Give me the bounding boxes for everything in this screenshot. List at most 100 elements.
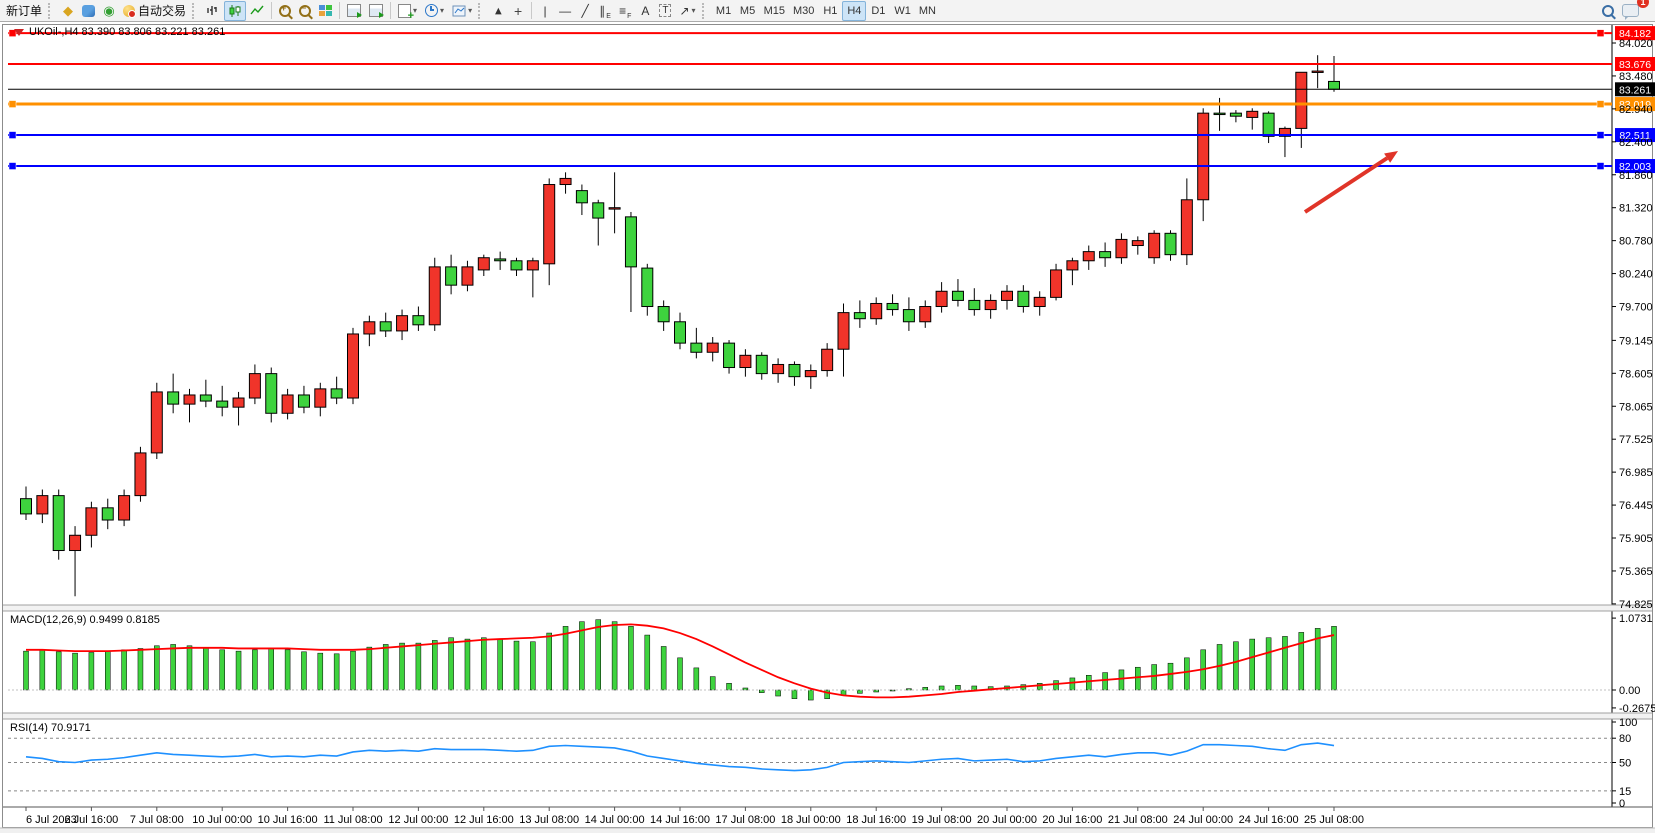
svg-text:77.525: 77.525 bbox=[1619, 434, 1653, 446]
candlestick-chart-button[interactable] bbox=[224, 0, 247, 21]
tf-button-M5[interactable]: M5 bbox=[736, 1, 760, 21]
chevron-down-icon: ▾ bbox=[691, 6, 696, 15]
fibonacci-button[interactable]: ≡ F bbox=[615, 1, 635, 21]
toolbar-grip bbox=[48, 2, 55, 19]
svg-text:76.985: 76.985 bbox=[1619, 467, 1653, 479]
svg-text:19 Jul 08:00: 19 Jul 08:00 bbox=[912, 814, 972, 826]
arrow-objects-button[interactable]: ↗ ▾ bbox=[675, 1, 699, 21]
channel-button[interactable]: ∥ E bbox=[595, 1, 615, 21]
svg-text:81.860: 81.860 bbox=[1619, 170, 1653, 182]
svg-text:12 Jul 00:00: 12 Jul 00:00 bbox=[388, 814, 448, 826]
svg-text:20 Jul 00:00: 20 Jul 00:00 bbox=[977, 814, 1037, 826]
tile-windows-button[interactable] bbox=[315, 1, 336, 21]
svg-text:79.700: 79.700 bbox=[1619, 302, 1653, 314]
svg-text:0.00: 0.00 bbox=[1619, 685, 1640, 697]
svg-text:15: 15 bbox=[1619, 786, 1631, 798]
trendline-button[interactable]: ╱ bbox=[575, 1, 595, 21]
periods-button[interactable]: ▾ bbox=[421, 1, 448, 21]
svg-text:6 Jul 2023: 6 Jul 2023 bbox=[26, 814, 77, 826]
svg-text:82.511: 82.511 bbox=[1619, 130, 1650, 142]
svg-text:-0.2675: -0.2675 bbox=[1619, 703, 1655, 715]
svg-text:78.065: 78.065 bbox=[1619, 401, 1653, 413]
channel-icon: ∥ bbox=[599, 3, 606, 18]
svg-text:80.240: 80.240 bbox=[1619, 269, 1653, 281]
zoom-out-button[interactable] bbox=[295, 1, 315, 21]
svg-text:14 Jul 16:00: 14 Jul 16:00 bbox=[650, 814, 710, 826]
chat-icon bbox=[1622, 4, 1639, 20]
svg-text:83.261: 83.261 bbox=[1619, 84, 1651, 96]
tf-button-M15[interactable]: M15 bbox=[760, 1, 789, 21]
new-order-button[interactable]: 新订单 bbox=[2, 1, 46, 21]
tf-button-H4[interactable]: H4 bbox=[842, 0, 867, 21]
community-icon bbox=[82, 4, 96, 17]
svg-text:79.145: 79.145 bbox=[1619, 335, 1653, 347]
svg-text:81.320: 81.320 bbox=[1619, 203, 1653, 215]
horizontal-line-button[interactable]: — bbox=[555, 1, 575, 21]
wallet-icon: ◆ bbox=[63, 3, 74, 18]
new-chart-button[interactable]: ▾ bbox=[394, 1, 421, 22]
svg-text:100: 100 bbox=[1619, 717, 1637, 729]
label-tool-button[interactable]: T bbox=[655, 1, 675, 21]
timeframe-toolbar: M1 M5 M15 M30 H1 H4 D1 W1 MN bbox=[712, 0, 940, 21]
svg-text:84.182: 84.182 bbox=[1619, 28, 1651, 40]
svg-text:17 Jul 08:00: 17 Jul 08:00 bbox=[715, 814, 775, 826]
tf-button-D1[interactable]: D1 bbox=[866, 1, 890, 21]
svg-text:12 Jul 16:00: 12 Jul 16:00 bbox=[454, 814, 514, 826]
bar-chart-button[interactable] bbox=[202, 1, 224, 21]
svg-text:50: 50 bbox=[1619, 758, 1631, 770]
toolbar-grip bbox=[192, 2, 199, 19]
label-icon: T bbox=[659, 4, 672, 17]
line-chart-button[interactable] bbox=[246, 1, 268, 21]
profiles-icon bbox=[347, 4, 363, 18]
svg-text:82.940: 82.940 bbox=[1619, 104, 1653, 116]
channel-sub-label: E bbox=[606, 12, 611, 20]
search-button[interactable] bbox=[1598, 1, 1618, 21]
tf-button-H1[interactable]: H1 bbox=[818, 1, 842, 21]
svg-text:80.780: 80.780 bbox=[1619, 236, 1653, 248]
signals-button[interactable]: ◉ bbox=[99, 1, 119, 21]
community-button[interactable] bbox=[78, 1, 99, 21]
shift-end-button[interactable] bbox=[365, 1, 387, 21]
zoom-in-button[interactable] bbox=[275, 1, 295, 21]
svg-text:83.019: 83.019 bbox=[1619, 99, 1651, 111]
zoom-out-icon bbox=[299, 3, 312, 17]
svg-text:1.0731: 1.0731 bbox=[1619, 613, 1653, 625]
fibonacci-icon: ≡ bbox=[619, 3, 627, 18]
new-chart-icon bbox=[398, 3, 414, 22]
notifications-button[interactable]: 1 bbox=[1618, 0, 1649, 21]
svg-text:7 Jul 08:00: 7 Jul 08:00 bbox=[130, 814, 184, 826]
vertical-line-icon: | bbox=[543, 3, 547, 18]
templates-button[interactable]: ▾ bbox=[448, 1, 476, 21]
vertical-line-button[interactable]: | bbox=[535, 1, 555, 21]
trendline-icon: ╱ bbox=[581, 3, 589, 18]
text-tool-button[interactable]: A bbox=[635, 1, 655, 21]
toolbar-separator bbox=[271, 2, 273, 19]
auto-trading-icon bbox=[123, 4, 137, 18]
arrow-objects-icon: ↗ bbox=[679, 3, 690, 18]
svg-text:10 Jul 16:00: 10 Jul 16:00 bbox=[258, 814, 318, 826]
tf-button-W1[interactable]: W1 bbox=[890, 1, 915, 21]
text-icon: A bbox=[641, 3, 650, 18]
search-icon bbox=[1602, 4, 1614, 17]
tf-button-M1[interactable]: M1 bbox=[712, 1, 736, 21]
profiles-button[interactable] bbox=[343, 1, 365, 21]
wallet-button[interactable]: ◆ bbox=[58, 1, 78, 21]
svg-text:84.020: 84.020 bbox=[1619, 38, 1653, 50]
chart-title-text: UKOil-,H4 83.390 83.806 83.221 83.261 bbox=[29, 26, 226, 38]
cursor-button[interactable]: ► bbox=[488, 1, 508, 21]
cursor-icon: ► bbox=[492, 5, 505, 16]
symbol-dropdown-icon[interactable] bbox=[14, 28, 24, 36]
chevron-down-icon: ▾ bbox=[468, 6, 473, 15]
svg-text:24 Jul 00:00: 24 Jul 00:00 bbox=[1173, 814, 1233, 826]
svg-text:83.480: 83.480 bbox=[1619, 71, 1653, 83]
auto-trading-label: 自动交易 bbox=[138, 4, 187, 18]
chart-canvas[interactable]: MACD(12,26,9) 0.9499 0.8185 RSI(14) 70.9… bbox=[0, 22, 1655, 833]
chevron-down-icon: ▾ bbox=[440, 6, 445, 15]
toolbar-separator bbox=[531, 2, 533, 19]
svg-text:76.445: 76.445 bbox=[1619, 500, 1653, 512]
chart-title: UKOil-,H4 83.390 83.806 83.221 83.261 bbox=[14, 26, 225, 38]
tf-button-MN[interactable]: MN bbox=[915, 1, 940, 21]
crosshair-button[interactable]: + bbox=[508, 1, 528, 21]
tf-button-M30[interactable]: M30 bbox=[789, 1, 818, 21]
auto-trading-button[interactable]: 自动交易 bbox=[119, 1, 190, 21]
